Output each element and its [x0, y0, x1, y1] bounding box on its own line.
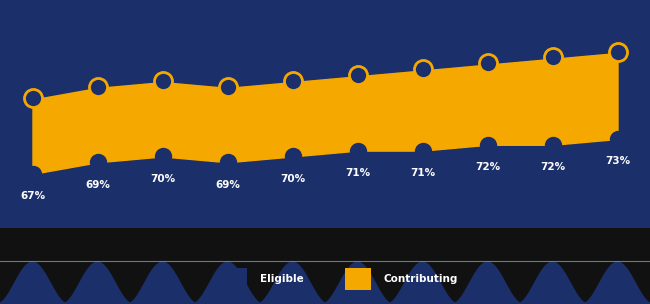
Text: 69%: 69% — [215, 179, 240, 189]
Text: 71%: 71% — [345, 168, 370, 178]
Text: 67%: 67% — [20, 191, 45, 201]
Text: 71%: 71% — [410, 168, 435, 178]
Text: 72%: 72% — [475, 162, 500, 172]
Text: Contributing: Contributing — [384, 274, 458, 284]
Text: 72%: 72% — [540, 162, 565, 172]
Text: 69%: 69% — [85, 179, 110, 189]
FancyBboxPatch shape — [344, 268, 370, 290]
Text: 73%: 73% — [605, 156, 630, 166]
Text: 70%: 70% — [280, 174, 305, 184]
Text: 70%: 70% — [150, 174, 175, 184]
FancyBboxPatch shape — [221, 268, 247, 290]
Text: Eligible: Eligible — [260, 274, 304, 284]
